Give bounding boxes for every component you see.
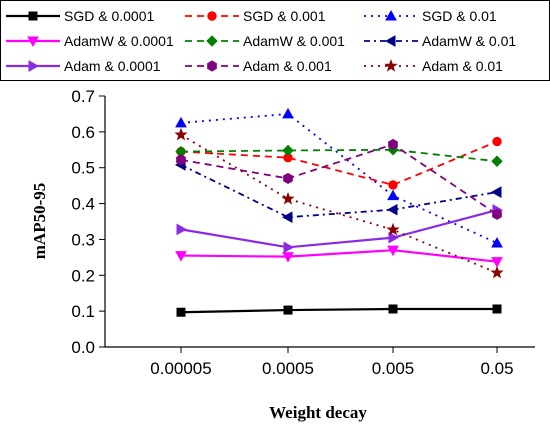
legend-label: Adam & 0.001 — [243, 58, 332, 74]
data-point — [386, 203, 398, 216]
series-adam-and-0-0001 — [176, 204, 504, 254]
series-line — [180, 307, 497, 314]
legend-item-adamw-and-0-0001: AdamW & 0.0001 — [6, 33, 174, 49]
data-point — [387, 189, 399, 201]
legend-label: Adam & 0.0001 — [64, 58, 161, 74]
legend-marker — [206, 35, 218, 47]
data-point — [491, 155, 503, 167]
legend-label: SGD & 0.0001 — [64, 8, 154, 24]
data-point — [283, 172, 293, 185]
series-adamw-and-0-001 — [175, 144, 503, 167]
series-adamw-and-0-0001 — [175, 245, 503, 268]
series — [174, 107, 504, 317]
legend-item-sgd-and-0-01: SGD & 0.01 — [364, 8, 497, 24]
data-point — [386, 222, 400, 236]
y-tick-label: 0.7 — [71, 87, 95, 106]
y-tick-label: 0.0 — [71, 338, 95, 357]
series-sgd-and-0-0001 — [176, 304, 502, 317]
series-line — [180, 143, 498, 216]
series-sgd-and-0-001 — [176, 136, 502, 190]
data-point — [283, 305, 293, 315]
legend-box — [0, 0, 550, 81]
data-point — [492, 304, 502, 314]
data-point — [491, 236, 503, 248]
series-line — [180, 249, 498, 263]
data-point — [388, 231, 400, 244]
data-point — [175, 116, 187, 128]
data-point — [176, 223, 188, 236]
data-point — [492, 208, 502, 220]
axes — [104, 96, 535, 348]
legend-item-adam-and-0-001: Adam & 0.001 — [185, 58, 332, 74]
series-line — [180, 148, 498, 163]
data-point — [281, 191, 295, 205]
series-sgd-and-0-01 — [175, 107, 503, 248]
legend-item-adam-and-0-01: Adam & 0.01 — [364, 58, 503, 74]
ticks: 0.0 0.1 0.2 0.3 0.4 0.5 0.6 0.7 0.00005 0.0005 0.0… — [71, 87, 513, 378]
data-point — [282, 144, 294, 157]
y-tick-label: 0.6 — [71, 123, 95, 142]
legend-label: SGD & 0.001 — [243, 8, 326, 24]
x-tick-label: 0.005 — [372, 359, 415, 378]
y-axis-title: mAP50-95 — [30, 183, 49, 259]
y-tick-label: 0.4 — [71, 195, 95, 214]
legend-marker — [28, 60, 40, 72]
y-tick-label: 0.1 — [71, 302, 95, 321]
series-adam-and-0-001 — [176, 138, 502, 220]
legend-marker — [384, 59, 398, 72]
x-axis-title: Weight decay — [269, 403, 367, 422]
data-point — [283, 241, 295, 254]
data-point — [176, 154, 186, 166]
series-line — [180, 140, 498, 186]
data-point — [387, 245, 399, 257]
y-tick-label: 0.5 — [71, 159, 95, 178]
legend-marker — [207, 60, 217, 72]
x-tick-label: 0.0005 — [262, 359, 314, 378]
legend-label: AdamW & 0.0001 — [64, 33, 174, 49]
legend-label: AdamW & 0.01 — [422, 33, 516, 49]
data-point — [388, 138, 398, 150]
series-adamw-and-0-01 — [174, 158, 502, 224]
legend-label: AdamW & 0.001 — [243, 33, 345, 49]
legend-label: SGD & 0.01 — [422, 8, 497, 24]
data-point — [282, 252, 294, 263]
legend-marker — [207, 11, 217, 21]
data-point — [492, 136, 502, 147]
legend-item-adamw-and-0-001: AdamW & 0.001 — [185, 33, 345, 49]
series-line — [180, 208, 498, 249]
data-point — [388, 304, 398, 314]
data-point — [490, 265, 504, 279]
data-point — [175, 251, 187, 262]
series-adam-and-0-01 — [174, 127, 504, 279]
data-point — [388, 180, 398, 190]
legend-item-sgd-and-0-001: SGD & 0.001 — [185, 8, 326, 24]
legend-label: Adam & 0.01 — [422, 58, 503, 74]
x-tick-label: 0.00005 — [150, 359, 211, 378]
legend-marker — [28, 11, 38, 21]
legend-marker — [27, 36, 39, 48]
data-point — [282, 107, 294, 119]
x-tick-label: 0.05 — [480, 359, 513, 378]
legend-marker — [384, 35, 396, 47]
series-line — [180, 164, 498, 219]
data-point — [176, 307, 186, 317]
data-point — [490, 186, 502, 198]
data-point — [281, 211, 293, 224]
data-point — [174, 127, 188, 141]
legend-item-sgd-and-0-0001: SGD & 0.0001 — [6, 8, 154, 24]
y-tick-label: 0.3 — [71, 230, 95, 249]
y-tick-label: 0.2 — [71, 266, 95, 285]
legend-marker — [385, 9, 397, 21]
legend-item-adam-and-0-0001: Adam & 0.0001 — [6, 58, 161, 74]
data-point — [491, 257, 503, 268]
legend: SGD & 0.0001 SGD & 0.001 SGD & 0.01 AdamW &… — [6, 8, 516, 74]
legend-item-adamw-and-0-01: AdamW & 0.01 — [364, 33, 516, 49]
